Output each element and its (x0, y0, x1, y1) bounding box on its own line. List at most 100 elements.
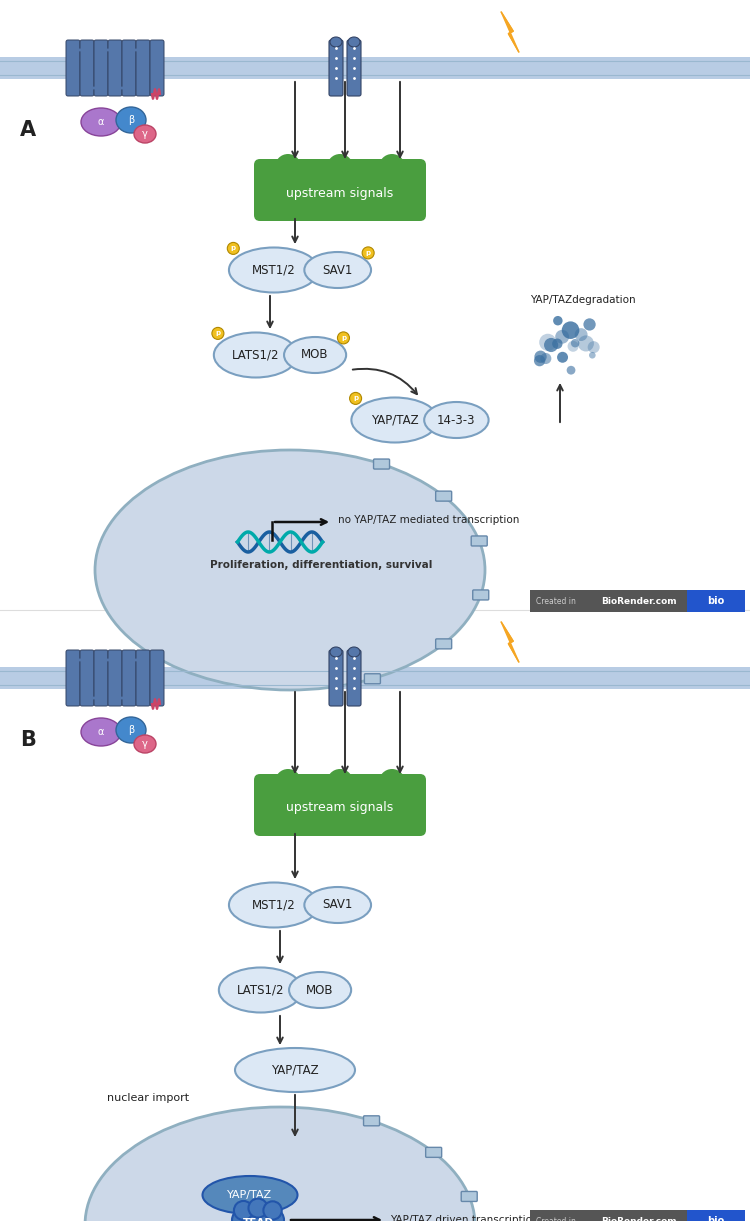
Text: bio: bio (707, 1216, 724, 1221)
Text: β: β (128, 115, 134, 125)
Text: BioRender.com: BioRender.com (601, 597, 676, 606)
Circle shape (534, 355, 545, 366)
Text: upstream signals: upstream signals (286, 801, 394, 814)
Circle shape (567, 366, 575, 375)
Circle shape (571, 339, 579, 348)
FancyBboxPatch shape (329, 40, 343, 96)
Circle shape (248, 1199, 268, 1217)
FancyBboxPatch shape (150, 40, 164, 96)
Circle shape (227, 243, 239, 254)
Circle shape (327, 769, 353, 795)
FancyBboxPatch shape (80, 40, 94, 96)
Text: Proliferation, differentiation, survival: Proliferation, differentiation, survival (210, 560, 432, 570)
Ellipse shape (116, 717, 146, 744)
Circle shape (539, 333, 556, 350)
FancyBboxPatch shape (254, 774, 426, 836)
Circle shape (578, 336, 594, 352)
Text: γ: γ (142, 739, 148, 748)
Ellipse shape (85, 1107, 475, 1221)
Ellipse shape (304, 252, 371, 288)
Text: SAV1: SAV1 (322, 899, 353, 912)
Text: β: β (128, 725, 134, 735)
Bar (530, 590, 745, 612)
Ellipse shape (232, 1203, 284, 1221)
Circle shape (212, 327, 224, 339)
Ellipse shape (304, 886, 371, 923)
Text: p: p (215, 331, 220, 337)
Circle shape (568, 341, 578, 352)
Circle shape (544, 338, 558, 352)
Circle shape (263, 1201, 282, 1220)
Circle shape (275, 769, 301, 795)
Circle shape (275, 154, 301, 179)
Text: no YAP/TAZ mediated transcription: no YAP/TAZ mediated transcription (338, 515, 519, 525)
Circle shape (554, 316, 562, 326)
Ellipse shape (81, 718, 121, 746)
Ellipse shape (229, 248, 319, 293)
Circle shape (234, 1201, 253, 1220)
Circle shape (540, 353, 551, 364)
Text: BioRender.com: BioRender.com (601, 1216, 676, 1221)
Circle shape (557, 352, 568, 363)
Circle shape (379, 769, 405, 795)
Ellipse shape (352, 398, 438, 442)
Text: A: A (20, 120, 36, 140)
Bar (687, 1210, 745, 1221)
Ellipse shape (214, 332, 298, 377)
Text: p: p (365, 250, 370, 256)
FancyBboxPatch shape (80, 650, 94, 706)
FancyBboxPatch shape (66, 40, 80, 96)
FancyBboxPatch shape (374, 459, 389, 469)
FancyBboxPatch shape (364, 1116, 380, 1126)
Text: MOB: MOB (306, 983, 334, 996)
Circle shape (362, 247, 374, 259)
Text: SAV1: SAV1 (322, 264, 353, 276)
Text: Created in: Created in (536, 597, 576, 606)
Text: MST1/2: MST1/2 (252, 264, 296, 276)
FancyBboxPatch shape (254, 159, 426, 221)
Circle shape (350, 392, 361, 404)
Text: nuclear import: nuclear import (107, 1093, 189, 1103)
Ellipse shape (424, 402, 488, 438)
Ellipse shape (235, 1048, 355, 1092)
Text: YAP/TAZ: YAP/TAZ (272, 1063, 319, 1077)
Text: upstream signals: upstream signals (286, 187, 394, 199)
FancyBboxPatch shape (108, 650, 122, 706)
FancyBboxPatch shape (108, 40, 122, 96)
Text: p: p (353, 396, 358, 402)
Ellipse shape (330, 647, 342, 657)
Ellipse shape (81, 107, 121, 136)
FancyBboxPatch shape (122, 650, 136, 706)
FancyBboxPatch shape (347, 40, 361, 96)
Text: 14-3-3: 14-3-3 (437, 414, 476, 426)
Circle shape (338, 332, 350, 344)
Ellipse shape (95, 451, 485, 690)
Ellipse shape (330, 37, 342, 46)
Ellipse shape (348, 647, 360, 657)
Ellipse shape (229, 883, 319, 928)
Bar (0, 57, 750, 79)
Text: B: B (20, 730, 36, 750)
Circle shape (589, 352, 596, 359)
FancyBboxPatch shape (472, 590, 489, 600)
Ellipse shape (202, 1176, 298, 1214)
Bar (687, 590, 745, 612)
Text: YAP/TAZdegradation: YAP/TAZdegradation (530, 295, 635, 305)
Text: γ: γ (142, 129, 148, 139)
Text: YAP/TAZ: YAP/TAZ (371, 414, 419, 426)
Text: LATS1/2: LATS1/2 (232, 348, 280, 361)
Polygon shape (501, 12, 519, 53)
FancyBboxPatch shape (461, 1192, 477, 1201)
Text: Created in: Created in (536, 1216, 576, 1221)
Ellipse shape (116, 107, 146, 133)
Bar (0, 667, 750, 689)
Text: MOB: MOB (302, 348, 328, 361)
Text: YAP/TAZ: YAP/TAZ (227, 1190, 272, 1200)
FancyBboxPatch shape (471, 536, 488, 546)
Text: TEAD: TEAD (242, 1219, 274, 1221)
Circle shape (535, 350, 547, 363)
Ellipse shape (348, 37, 360, 46)
Polygon shape (501, 621, 519, 662)
Circle shape (574, 328, 587, 341)
Ellipse shape (134, 125, 156, 143)
